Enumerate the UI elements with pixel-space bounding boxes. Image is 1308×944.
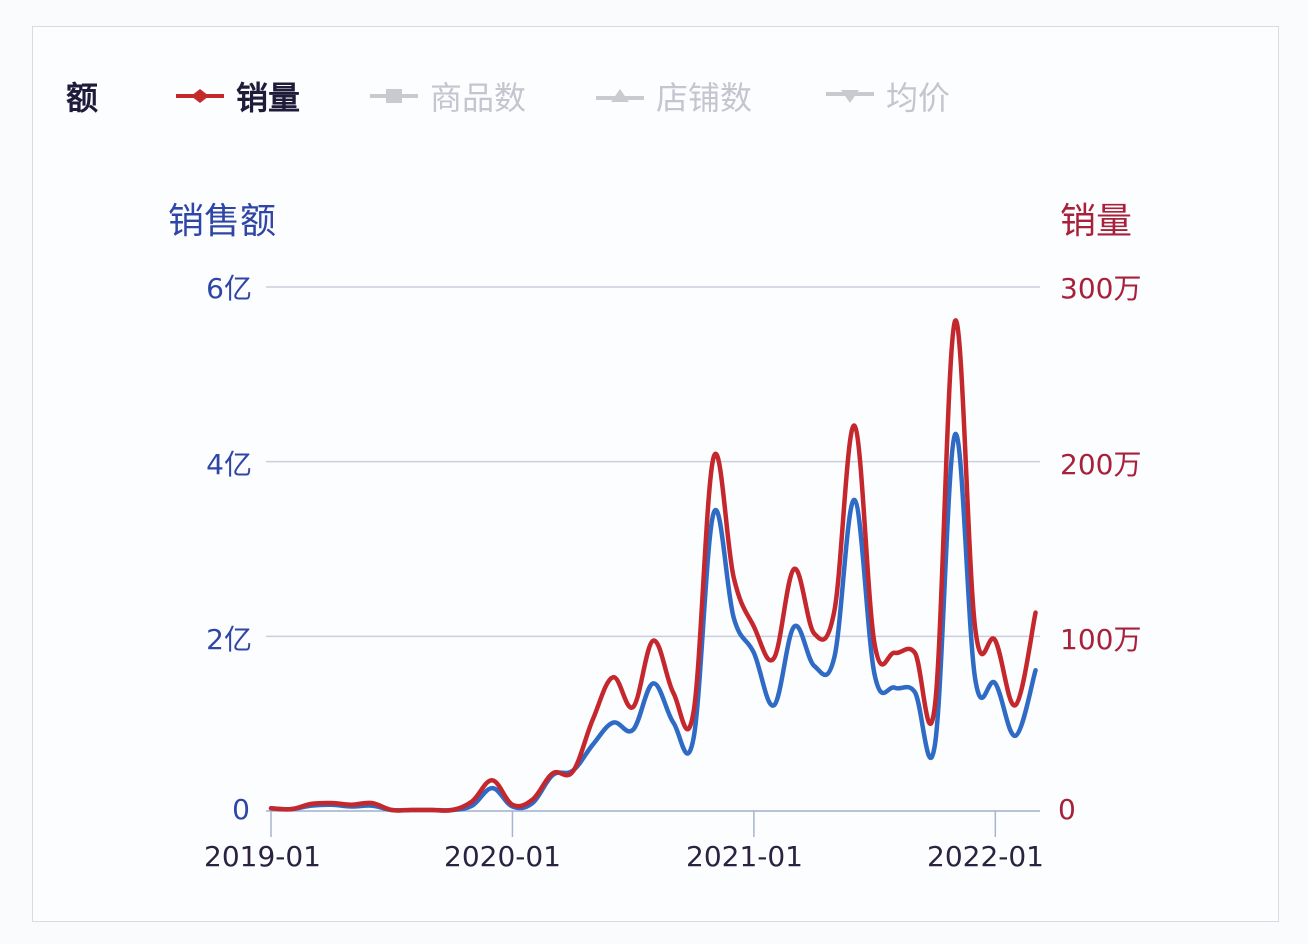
chart-card — [32, 26, 1279, 922]
legend-label: 商品数 — [430, 79, 527, 117]
left-axis-title: 销售额 — [168, 201, 277, 242]
sales-amount-line — [268, 432, 1038, 813]
right-tick-0: 0 — [1058, 793, 1076, 826]
legend-item-product-count[interactable]: 商品数 — [370, 74, 526, 118]
triangle-up-line-icon — [596, 89, 644, 102]
left-tick-2: 2亿 — [206, 623, 252, 656]
x-tick-2022-01: 2022-01 — [927, 840, 1044, 873]
legend-item-store-count[interactable]: 店铺数 — [596, 74, 752, 118]
right-axis-title: 销量 — [1060, 201, 1133, 242]
legend-label: 销量 — [236, 79, 301, 117]
gridlines — [266, 286, 1040, 638]
right-tick-300: 300万 — [1060, 272, 1142, 305]
left-tick-0: 0 — [232, 793, 250, 826]
legend-item-sales-volume[interactable]: 销量 — [176, 74, 300, 118]
left-tick-6: 6亿 — [206, 272, 252, 305]
x-tick-2021-01: 2021-01 — [686, 840, 803, 873]
x-tick-2020-01: 2020-01 — [444, 840, 561, 873]
x-axis — [266, 810, 1040, 837]
triangle-down-line-icon — [826, 90, 874, 103]
legend-label: 均价 — [886, 79, 951, 117]
right-tick-200: 200万 — [1060, 448, 1142, 481]
diamond-line-icon — [176, 89, 224, 103]
left-tick-4: 4亿 — [206, 448, 252, 481]
legend-item-average-price[interactable]: 均价 — [826, 74, 950, 118]
legend-item-sales-amount[interactable]: 额 — [66, 74, 98, 118]
legend-label: 额 — [66, 79, 99, 117]
sales-volume-line — [268, 318, 1038, 813]
right-tick-100: 100万 — [1060, 623, 1142, 656]
square-line-icon — [370, 89, 418, 103]
x-tick-2019-01: 2019-01 — [204, 840, 321, 873]
legend-label: 店铺数 — [656, 79, 753, 117]
